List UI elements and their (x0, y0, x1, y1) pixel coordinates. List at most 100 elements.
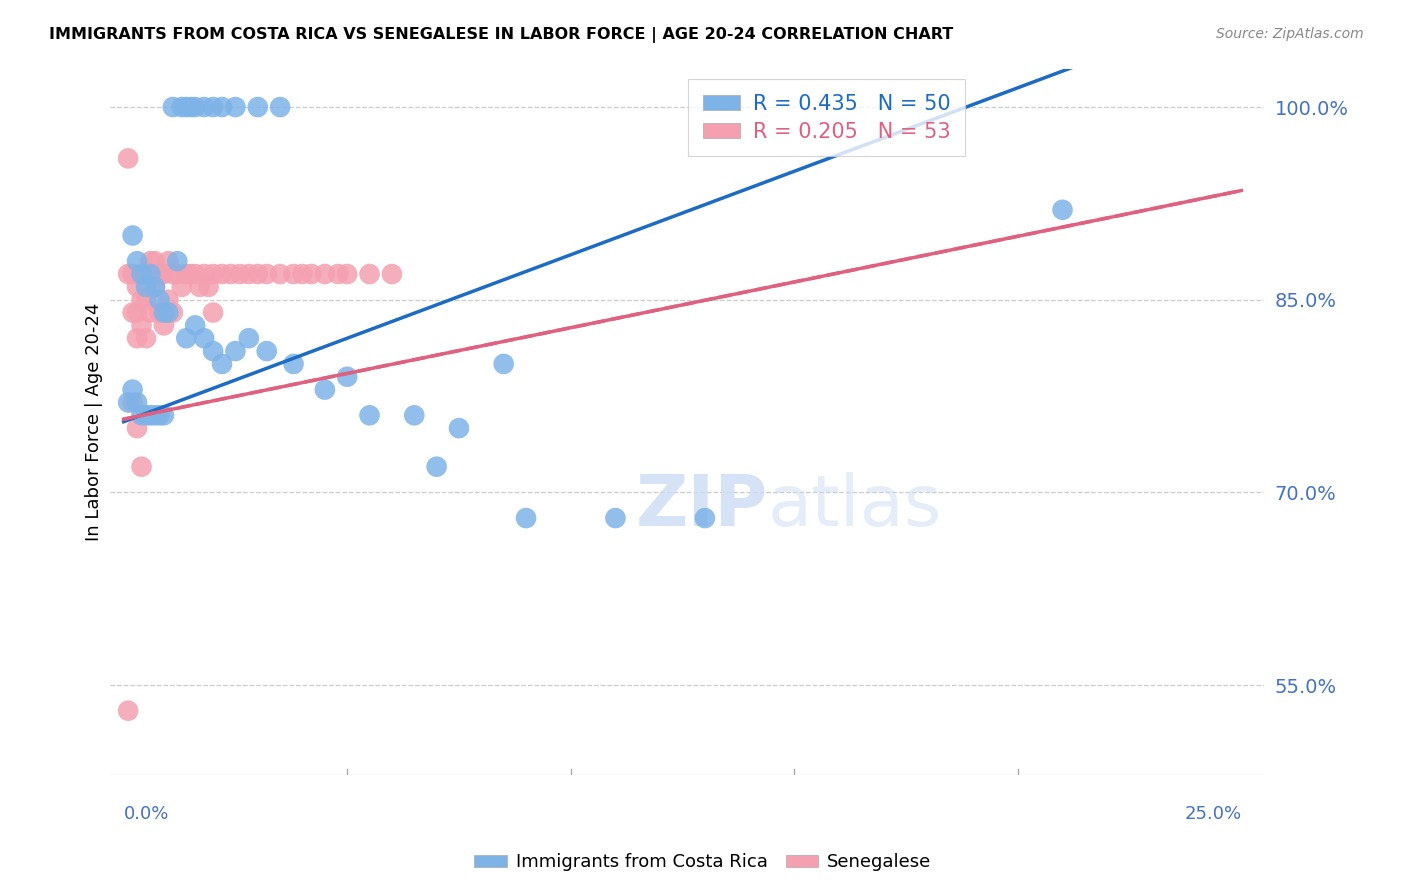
Point (157, 293, 180, 307)
Point (125, 280, 148, 294)
Point (174, 100, 197, 114)
Point (117, 152, 139, 166)
Point (166, 254, 188, 268)
Point (256, 267, 278, 281)
Point (426, 459, 449, 474)
Point (170, 280, 193, 294)
Point (515, 511, 537, 525)
Point (166, 267, 188, 281)
Point (153, 305, 176, 319)
Text: atlas: atlas (768, 472, 942, 541)
Point (153, 409, 176, 423)
Point (125, 421, 148, 435)
Point (193, 267, 215, 281)
Point (131, 293, 153, 307)
Point (291, 267, 314, 281)
Point (180, 100, 202, 114)
Point (135, 293, 157, 307)
Point (246, 267, 269, 281)
Point (153, 318, 176, 333)
Point (238, 267, 260, 281)
Point (174, 267, 197, 281)
Point (381, 267, 404, 281)
Point (157, 254, 180, 268)
Point (492, 357, 515, 371)
Point (162, 100, 184, 114)
Point (135, 409, 157, 423)
Point (143, 280, 166, 294)
Point (211, 100, 233, 114)
Point (131, 267, 153, 281)
Point (193, 100, 215, 114)
Point (125, 395, 148, 409)
Point (238, 331, 260, 345)
Point (211, 357, 233, 371)
Point (135, 267, 157, 281)
Point (184, 267, 207, 281)
Point (336, 369, 359, 384)
Point (283, 267, 305, 281)
Point (211, 267, 233, 281)
Point (447, 421, 470, 435)
Point (117, 267, 139, 281)
Point (224, 100, 246, 114)
Point (121, 267, 143, 281)
Point (404, 409, 426, 423)
Point (143, 280, 166, 294)
Point (202, 100, 225, 114)
Point (148, 409, 170, 423)
Point (359, 267, 381, 281)
Point (184, 318, 207, 333)
Point (121, 395, 143, 409)
Point (143, 254, 166, 268)
Point (336, 267, 359, 281)
Y-axis label: In Labor Force | Age 20-24: In Labor Force | Age 20-24 (86, 302, 103, 541)
Point (131, 409, 153, 423)
Point (153, 267, 176, 281)
Point (131, 318, 153, 333)
Point (135, 331, 157, 345)
Point (117, 395, 139, 409)
Point (269, 267, 291, 281)
Point (269, 100, 291, 114)
Point (202, 344, 225, 359)
Text: 0.0%: 0.0% (124, 805, 169, 823)
Point (256, 344, 278, 359)
Point (135, 280, 157, 294)
Point (202, 305, 225, 319)
Point (121, 228, 143, 243)
Point (224, 344, 246, 359)
Legend: R = 0.435   N = 50, R = 0.205   N = 53: R = 0.435 N = 50, R = 0.205 N = 53 (688, 78, 965, 156)
Point (229, 267, 252, 281)
Point (197, 280, 219, 294)
Point (131, 459, 153, 474)
Point (139, 305, 162, 319)
Point (121, 305, 143, 319)
Point (148, 305, 170, 319)
Text: ZIP: ZIP (636, 472, 768, 541)
Point (605, 511, 627, 525)
Point (148, 293, 170, 307)
Point (219, 267, 242, 281)
Point (328, 267, 350, 281)
Point (125, 254, 148, 268)
Point (193, 331, 215, 345)
Point (121, 383, 143, 397)
Point (1052, 202, 1074, 217)
Point (693, 511, 716, 525)
Point (148, 267, 170, 281)
Text: Source: ZipAtlas.com: Source: ZipAtlas.com (1216, 27, 1364, 41)
Point (184, 100, 207, 114)
Point (143, 409, 166, 423)
Point (188, 280, 211, 294)
Point (139, 267, 162, 281)
Point (246, 100, 269, 114)
Point (283, 357, 305, 371)
Point (170, 100, 193, 114)
Point (162, 267, 184, 281)
Point (157, 305, 180, 319)
Point (180, 267, 202, 281)
Point (139, 409, 162, 423)
Text: 25.0%: 25.0% (1184, 805, 1241, 823)
Point (125, 305, 148, 319)
